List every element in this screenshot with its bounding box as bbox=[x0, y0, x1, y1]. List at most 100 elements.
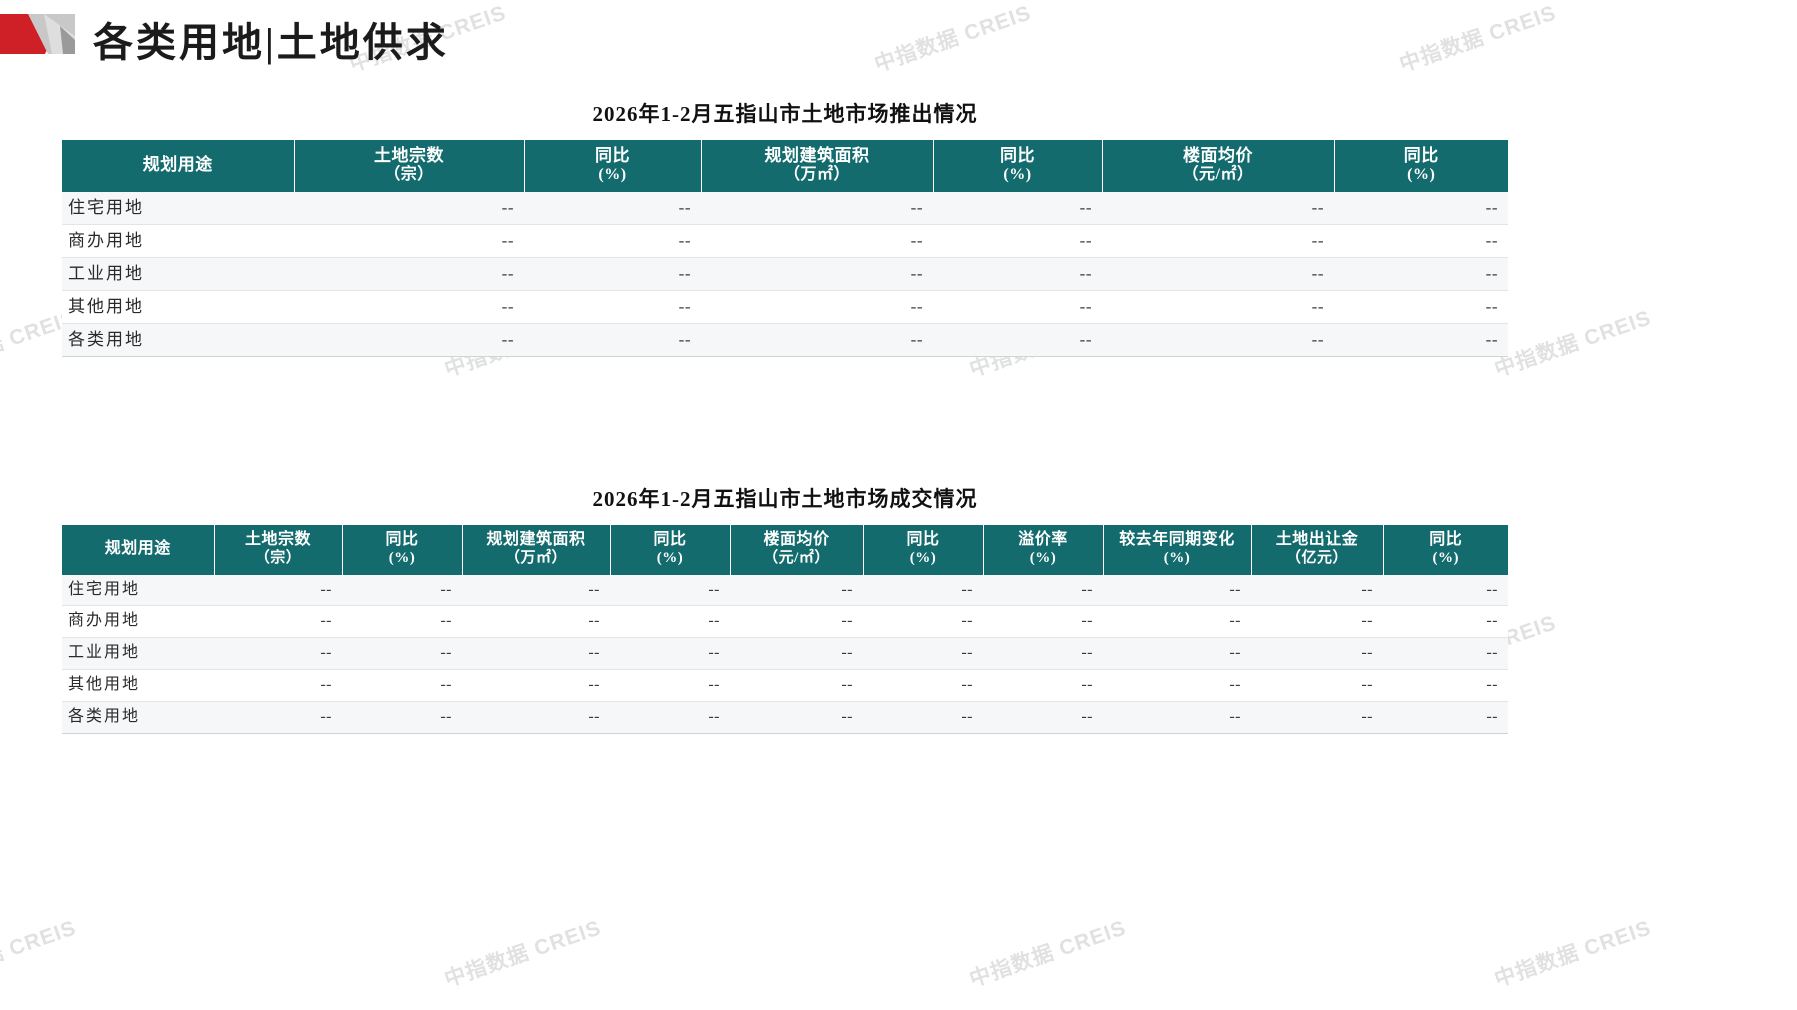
col-header-6: 同比 (%) bbox=[1334, 140, 1508, 192]
supply-table-block: 2026年1-2月五指山市土地市场推出情况 规划用途 土地宗数 （宗） 同比 (%)… bbox=[62, 98, 1508, 358]
row-label: 住宅用地 bbox=[62, 191, 294, 226]
table-row: 商办用地 -- -- -- -- -- -- -- -- -- -- bbox=[62, 605, 1508, 639]
row-value: -- bbox=[983, 605, 1103, 639]
col-header-8: 较去年同期变化 (%) bbox=[1103, 525, 1252, 575]
row-value: -- bbox=[1102, 257, 1334, 292]
deal-table-body: 住宅用地 -- -- -- -- -- -- -- -- -- -- 商办用地 … bbox=[62, 574, 1508, 734]
row-value: -- bbox=[1103, 669, 1251, 702]
col-header-2: 同比 (%) bbox=[342, 525, 463, 575]
page-header: 各类用地|土地供求 bbox=[0, 0, 1797, 78]
row-value: -- bbox=[342, 574, 462, 607]
row-value: -- bbox=[1383, 605, 1508, 639]
row-value: -- bbox=[294, 224, 524, 259]
col-header-3: 规划建筑面积 （万㎡） bbox=[701, 140, 934, 192]
row-value: -- bbox=[1334, 224, 1508, 259]
row-label: 工业用地 bbox=[62, 257, 294, 292]
row-value: -- bbox=[294, 323, 524, 358]
row-value: -- bbox=[983, 637, 1103, 670]
supply-table-title: 2026年1-2月五指山市土地市场推出情况 bbox=[592, 102, 978, 126]
table-row: 其他用地 -- -- -- -- -- -- bbox=[62, 290, 1508, 325]
row-value: -- bbox=[933, 257, 1102, 292]
row-value: -- bbox=[214, 701, 342, 734]
watermark-text: 中指数据 CREIS bbox=[1491, 916, 1655, 992]
row-value: -- bbox=[730, 637, 863, 670]
col-header-0: 规划用途 bbox=[62, 140, 295, 192]
row-value: -- bbox=[1383, 701, 1508, 734]
row-value: -- bbox=[1334, 191, 1508, 226]
row-value: -- bbox=[1251, 701, 1383, 734]
watermark-text: 中指数据 CREIS bbox=[0, 916, 80, 992]
col-header-0: 规划用途 bbox=[62, 525, 215, 575]
table-row: 各类用地 -- -- -- -- -- -- -- -- -- -- bbox=[62, 701, 1508, 734]
row-label: 工业用地 bbox=[62, 637, 214, 670]
row-value: -- bbox=[1102, 323, 1334, 358]
row-value: -- bbox=[983, 574, 1103, 607]
supply-table: 规划用途 土地宗数 （宗） 同比 (%) 规划建筑面积 （万㎡） 同比 (%) 楼面均价… bbox=[62, 140, 1508, 358]
row-value: -- bbox=[1334, 257, 1508, 292]
table-row: 商办用地 -- -- -- -- -- -- bbox=[62, 224, 1508, 259]
row-value: -- bbox=[701, 323, 933, 358]
supply-header-row: 规划用途 土地宗数 （宗） 同比 (%) 规划建筑面积 （万㎡） 同比 (%) 楼面均价… bbox=[62, 140, 1508, 192]
row-value: -- bbox=[462, 605, 610, 639]
row-value: -- bbox=[342, 605, 462, 639]
row-value: -- bbox=[1334, 290, 1508, 325]
table-row: 住宅用地 -- -- -- -- -- -- bbox=[62, 191, 1508, 226]
row-value: -- bbox=[610, 669, 730, 702]
row-label: 各类用地 bbox=[62, 323, 294, 358]
watermark-text: 中指数据 CREIS bbox=[1491, 306, 1655, 382]
col-header-10: 同比 (%) bbox=[1383, 525, 1508, 575]
row-value: -- bbox=[933, 224, 1102, 259]
deal-table: 规划用途 土地宗数 （宗） 同比 (%) 规划建筑面积 （万㎡） 同比 (%) 楼面均价… bbox=[62, 525, 1508, 734]
table-row: 住宅用地 -- -- -- -- -- -- -- -- -- -- bbox=[62, 574, 1508, 607]
supply-table-body: 住宅用地 -- -- -- -- -- -- 商办用地 -- -- -- -- … bbox=[62, 191, 1508, 358]
table-row: 其他用地 -- -- -- -- -- -- -- -- -- -- bbox=[62, 669, 1508, 702]
row-value: -- bbox=[1102, 290, 1334, 325]
col-header-2: 同比 (%) bbox=[524, 140, 702, 192]
col-header-5: 楼面均价 （元/㎡） bbox=[1102, 140, 1335, 192]
row-label: 其他用地 bbox=[62, 669, 214, 702]
row-value: -- bbox=[1251, 574, 1383, 607]
row-label: 商办用地 bbox=[62, 224, 294, 259]
row-label: 其他用地 bbox=[62, 290, 294, 325]
row-value: -- bbox=[1103, 637, 1251, 670]
row-value: -- bbox=[1251, 605, 1383, 639]
row-value: -- bbox=[1383, 574, 1508, 607]
watermark-text: 中指数据 CREIS bbox=[441, 916, 605, 992]
row-value: -- bbox=[933, 290, 1102, 325]
row-value: -- bbox=[342, 669, 462, 702]
row-label: 住宅用地 bbox=[62, 574, 214, 607]
row-value: -- bbox=[1383, 637, 1508, 670]
row-value: -- bbox=[610, 701, 730, 734]
row-value: -- bbox=[342, 637, 462, 670]
row-value: -- bbox=[214, 637, 342, 670]
row-value: -- bbox=[610, 605, 730, 639]
row-value: -- bbox=[863, 605, 983, 639]
deal-table-head: 规划用途 土地宗数 （宗） 同比 (%) 规划建筑面积 （万㎡） 同比 (%) 楼面均价… bbox=[62, 525, 1508, 575]
row-value: -- bbox=[730, 669, 863, 702]
row-value: -- bbox=[1102, 224, 1334, 259]
row-value: -- bbox=[730, 574, 863, 607]
creis-logo-icon bbox=[0, 14, 75, 62]
watermark-text: 中指数据 CREIS bbox=[966, 916, 1130, 992]
row-value: -- bbox=[524, 323, 701, 358]
row-value: -- bbox=[462, 701, 610, 734]
table-row: 工业用地 -- -- -- -- -- -- bbox=[62, 257, 1508, 292]
col-header-6: 同比 (%) bbox=[863, 525, 984, 575]
row-value: -- bbox=[524, 191, 701, 226]
page-title: 各类用地|土地供求 bbox=[93, 20, 449, 65]
col-header-7: 溢价率 (%) bbox=[983, 525, 1104, 575]
col-header-4: 同比 (%) bbox=[610, 525, 731, 575]
row-value: -- bbox=[730, 605, 863, 639]
table-row: 各类用地 -- -- -- -- -- -- bbox=[62, 323, 1508, 358]
row-value: -- bbox=[701, 191, 933, 226]
row-value: -- bbox=[983, 701, 1103, 734]
col-header-5: 楼面均价 （元/㎡） bbox=[730, 525, 864, 575]
row-value: -- bbox=[1103, 605, 1251, 639]
row-value: -- bbox=[701, 224, 933, 259]
row-value: -- bbox=[1334, 323, 1508, 358]
row-value: -- bbox=[524, 224, 701, 259]
row-value: -- bbox=[294, 191, 524, 226]
row-value: -- bbox=[462, 574, 610, 607]
row-value: -- bbox=[983, 669, 1103, 702]
col-header-4: 同比 (%) bbox=[933, 140, 1103, 192]
